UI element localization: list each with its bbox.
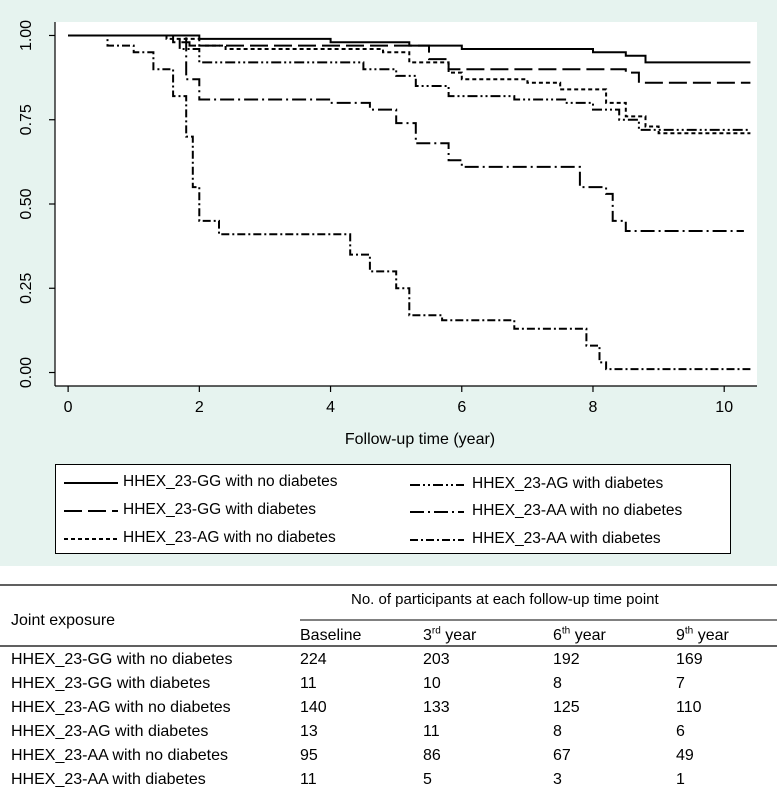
x-tick-label: 4 <box>326 399 335 416</box>
cell-value: 10 <box>423 675 441 692</box>
plot-area <box>55 22 757 386</box>
legend: HHEX_23-GG with no diabetes HHEX_23-GG w… <box>55 464 731 554</box>
x-tick-label: 2 <box>195 399 204 416</box>
legend-label-aa-no-diabetes: HHEX_23-AA with no diabetes <box>472 502 683 519</box>
cell-value: 6 <box>676 723 685 740</box>
row-label: HHEX_23-AG with diabetes <box>11 723 209 740</box>
cell-value: 3 <box>553 771 562 788</box>
risk-table: Joint exposure No. of participants at ea… <box>0 566 777 800</box>
series-line <box>68 34 751 371</box>
series-line <box>68 34 751 135</box>
legend-label-ag-diabetes: HHEX_23-AG with diabetes <box>472 475 664 492</box>
cell-value: 11 <box>423 723 440 740</box>
cell-value: 140 <box>300 699 327 716</box>
y-tick-label: 0.50 <box>18 188 35 219</box>
row-label: HHEX_23-AG with no diabetes <box>11 699 231 716</box>
cell-value: 203 <box>423 651 450 668</box>
row-label: HHEX_23-GG with diabetes <box>11 675 211 692</box>
x-tick-label: 8 <box>589 399 598 416</box>
row-label: HHEX_23-GG with no diabetes <box>11 651 233 668</box>
col-header-6th-year: 6th year <box>553 625 606 644</box>
cell-value: 110 <box>676 699 702 716</box>
legend-label-ag-no-diabetes: HHEX_23-AG with no diabetes <box>123 529 336 546</box>
series-line <box>68 34 751 84</box>
cell-value: 13 <box>300 723 318 740</box>
group-header: No. of participants at each follow-up ti… <box>351 591 659 608</box>
cell-value: 224 <box>300 651 327 668</box>
cell-value: 192 <box>553 651 580 668</box>
cell-value: 5 <box>423 771 432 788</box>
cell-value: 11 <box>300 771 317 788</box>
cell-value: 67 <box>553 747 571 764</box>
cell-value: 86 <box>423 747 441 764</box>
x-tick-label: 6 <box>457 399 466 416</box>
chart-panel: 0.00 0.25 0.50 0.75 1.00 0 2 4 6 8 10 Follow-up tim… <box>0 0 777 566</box>
row-label: HHEX_23-AA with diabetes <box>11 771 206 788</box>
series-line <box>68 34 751 131</box>
col-header-9th-year: 9th year <box>676 625 729 644</box>
survival-plot: 0.00 0.25 0.50 0.75 1.00 0 2 4 6 8 10 Follow-up tim… <box>18 20 757 448</box>
row-label: HHEX_23-AA with no diabetes <box>11 747 229 764</box>
y-tick-label: 0.75 <box>18 104 35 135</box>
x-axis-title: Follow-up time (year) <box>345 431 495 448</box>
cell-value: 169 <box>676 651 703 668</box>
y-tick-label: 1.00 <box>18 20 35 51</box>
legend-label-gg-diabetes: HHEX_23-GG with diabetes <box>123 501 316 518</box>
cell-value: 133 <box>423 699 450 716</box>
y-tick-label: 0.25 <box>18 273 35 304</box>
col-header-baseline: Baseline <box>300 627 362 644</box>
y-tick-label: 0.00 <box>18 357 35 388</box>
cell-value: 8 <box>553 675 562 692</box>
cell-value: 95 <box>300 747 318 764</box>
legend-label-gg-no-diabetes: HHEX_23-GG with no diabetes <box>123 473 338 490</box>
row-header: Joint exposure <box>11 612 116 629</box>
cell-value: 1 <box>676 771 685 788</box>
cell-value: 7 <box>676 675 685 692</box>
cell-value: 49 <box>676 747 694 764</box>
table-rules <box>0 584 777 647</box>
series-line <box>68 34 744 232</box>
cell-value: 11 <box>300 675 317 692</box>
x-tick-label: 10 <box>715 399 733 416</box>
x-tick-label: 0 <box>64 399 73 416</box>
cell-value: 125 <box>553 699 580 716</box>
series-line <box>68 34 751 64</box>
legend-label-aa-diabetes: HHEX_23-AA with diabetes <box>472 530 661 547</box>
col-header-3rd-year: 3rd year <box>423 625 477 644</box>
cell-value: 8 <box>553 723 562 740</box>
